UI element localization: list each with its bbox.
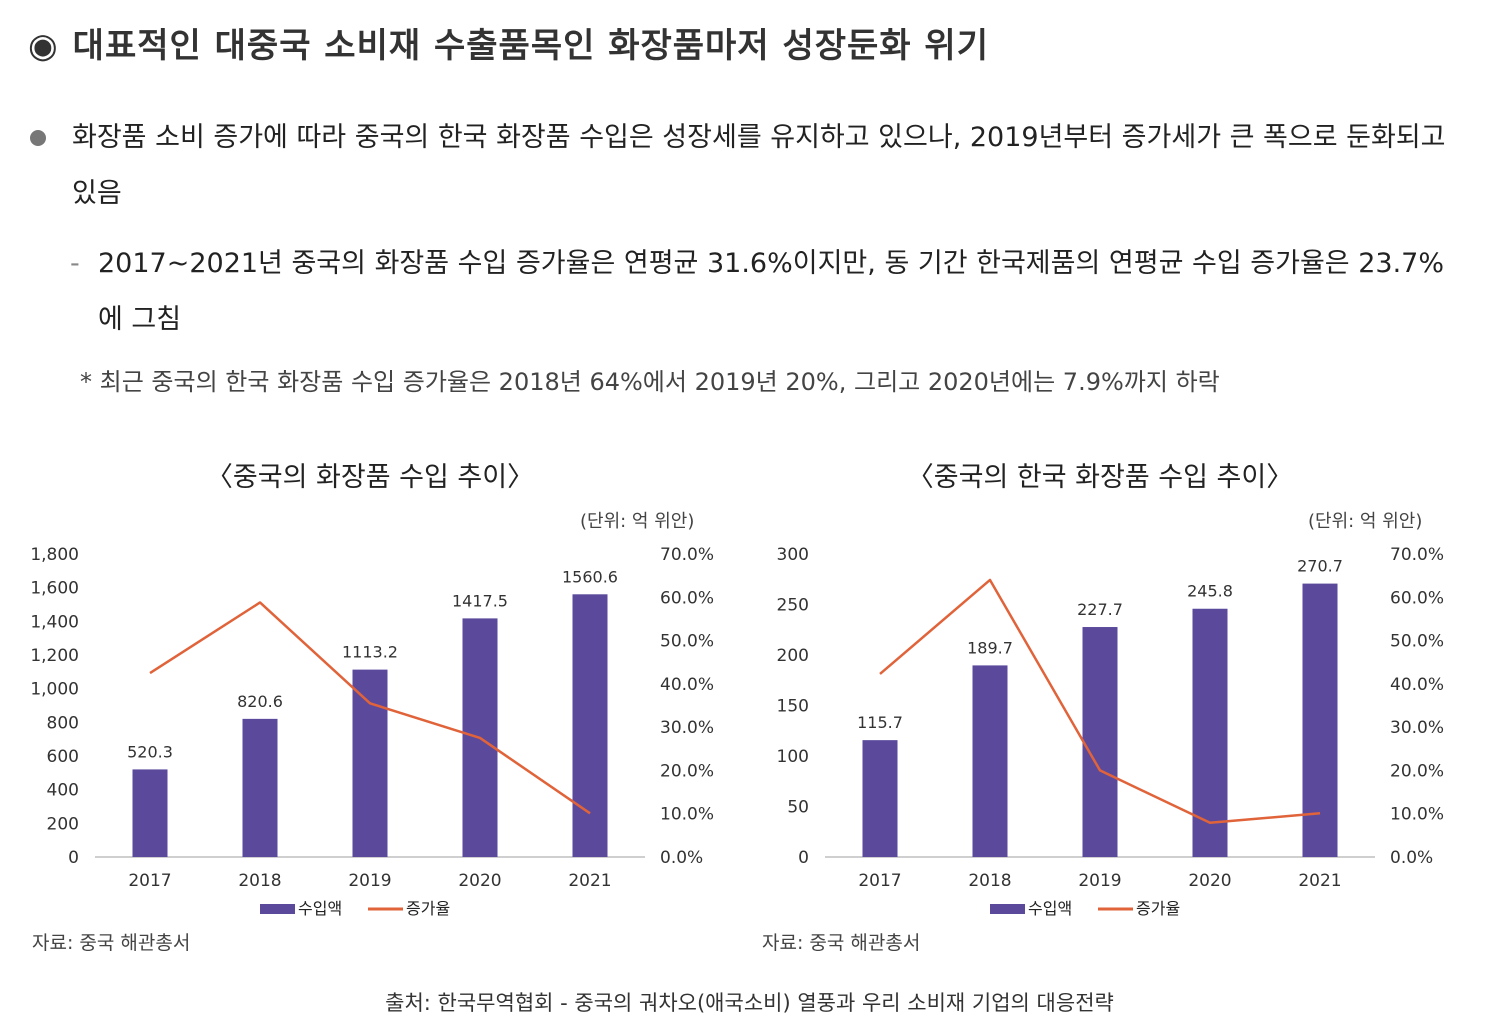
y2-tick-label: 20.0%	[660, 761, 714, 781]
chart-1-unit: (단위: 억 위안)	[580, 511, 695, 532]
data-label: 270.7	[1297, 557, 1343, 576]
x-tick-label: 2021	[1298, 871, 1341, 891]
x-tick-label: 2021	[568, 871, 611, 891]
heading-marker-icon: ◉	[28, 26, 59, 66]
data-label: 520.3	[127, 742, 173, 761]
x-tick-label: 2019	[1078, 871, 1121, 891]
bar-2018	[242, 718, 278, 857]
x-tick-label: 2020	[458, 871, 501, 891]
bar-2020	[1192, 608, 1228, 857]
y-tick-label: 800	[47, 713, 79, 733]
y-tick-label: 1,200	[30, 646, 79, 666]
x-tick-label: 2020	[1188, 871, 1231, 891]
data-label: 820.6	[237, 692, 283, 711]
y-tick-label: 50	[787, 798, 809, 818]
sub-text: 2017~2021년 중국의 화장품 수입 증가율은 연평균 31.6%이지만,…	[98, 248, 1444, 335]
footnote: * 최근 중국의 한국 화장품 수입 증가율은 2018년 64%에서 2019…	[80, 368, 1220, 396]
legend-bar-swatch	[990, 904, 1025, 914]
y-tick-label: 0	[68, 848, 79, 868]
heading-text: 대표적인 대중국 소비재 수출품목인 화장품마저 성장둔화 위기	[72, 26, 989, 66]
bullet-dot-icon	[30, 130, 46, 146]
y2-tick-label: 50.0%	[660, 632, 714, 652]
y-tick-label: 300	[777, 545, 809, 565]
y2-tick-label: 40.0%	[1390, 675, 1444, 695]
y-tick-label: 200	[777, 646, 809, 666]
data-label: 227.7	[1077, 600, 1123, 619]
sub-dash: -	[70, 248, 80, 279]
x-tick-label: 2018	[968, 871, 1011, 891]
chart-2-svg: 0 50 100 150 200 250 300 0.0% 10.0% 20.0% 30.0% 40.…	[777, 545, 1444, 918]
y2-tick-label: 70.0%	[660, 545, 714, 565]
y2-tick-label: 40.0%	[660, 675, 714, 695]
y2-tick-label: 0.0%	[660, 848, 703, 868]
y2-tick-label: 60.0%	[660, 588, 714, 608]
chart-2-source: 자료: 중국 해관총서	[762, 932, 921, 954]
sub-paragraph: - 2017~2021년 중국의 화장품 수입 증가율은 연평균 31.6%이지…	[70, 236, 1450, 348]
bullet-paragraph: 화장품 소비 증가에 따라 중국의 한국 화장품 수입은 성장세를 유지하고 있…	[30, 110, 1450, 222]
bar-2021	[1302, 583, 1338, 857]
y-tick-label: 1,800	[30, 545, 79, 565]
data-label: 1113.2	[342, 643, 398, 662]
bar-2019	[352, 669, 388, 857]
legend-bar-label: 수입액	[298, 899, 342, 918]
data-label: 1417.5	[452, 591, 508, 610]
y-tick-label: 100	[777, 747, 809, 767]
legend-line-label: 증가율	[406, 899, 450, 918]
y-tick-label: 600	[47, 747, 79, 767]
y2-tick-label: 70.0%	[1390, 545, 1444, 565]
legend-bar-label: 수입액	[1028, 899, 1072, 918]
data-label: 115.7	[857, 713, 903, 732]
chart-1-title: 〈중국의 화장품 수입 추이〉	[205, 462, 535, 493]
bar-2017	[862, 740, 898, 857]
y2-tick-label: 0.0%	[1390, 848, 1433, 868]
y2-tick-label: 30.0%	[1390, 718, 1444, 738]
chart-1-svg: 0 200 400 600 800 1,000 1,200 1,400 1,600 1,800 0.…	[30, 545, 714, 918]
data-label: 1560.6	[562, 567, 618, 586]
growth-rate-line	[879, 578, 1321, 825]
chart-2-unit: (단위: 억 위안)	[1308, 511, 1423, 532]
y-tick-label: 200	[47, 814, 79, 834]
y2-tick-label: 10.0%	[660, 805, 714, 825]
bullet-text: 화장품 소비 증가에 따라 중국의 한국 화장품 수입은 성장세를 유지하고 있…	[72, 122, 1446, 209]
x-tick-label: 2017	[858, 871, 901, 891]
bar-2021	[572, 594, 608, 857]
y2-tick-label: 10.0%	[1390, 805, 1444, 825]
y-tick-label: 1,000	[30, 680, 79, 700]
legend-line-label: 증가율	[1136, 899, 1180, 918]
y-tick-label: 150	[777, 697, 809, 717]
x-tick-label: 2018	[238, 871, 281, 891]
y-tick-label: 1,600	[30, 579, 79, 599]
y-tick-label: 400	[47, 781, 79, 801]
bar-2017	[132, 769, 168, 857]
y2-tick-label: 20.0%	[1390, 761, 1444, 781]
data-label: 245.8	[1187, 582, 1233, 601]
y-tick-label: 0	[798, 848, 809, 868]
bar-2018	[972, 665, 1008, 857]
growth-rate-line	[149, 601, 591, 815]
footer-citation: 출처: 한국무역협회 - 중국의 궈차오(애국소비) 열풍과 우리 소비재 기업…	[385, 991, 1114, 1015]
y2-tick-label: 30.0%	[660, 718, 714, 738]
legend-bar-swatch	[260, 904, 295, 914]
x-tick-label: 2017	[128, 871, 171, 891]
y2-tick-label: 50.0%	[1390, 632, 1444, 652]
chart-1-source: 자료: 중국 해관총서	[32, 932, 191, 954]
y-tick-label: 250	[777, 596, 809, 616]
bar-2019	[1082, 627, 1118, 857]
y-tick-label: 1,400	[30, 612, 79, 632]
chart-2-title: 〈중국의 한국 화장품 수입 추이〉	[906, 462, 1294, 493]
section-heading: ◉ 대표적인 대중국 소비재 수출품목인 화장품마저 성장둔화 위기	[28, 18, 989, 67]
x-tick-label: 2019	[348, 871, 391, 891]
data-label: 189.7	[967, 638, 1013, 657]
y2-tick-label: 60.0%	[1390, 588, 1444, 608]
